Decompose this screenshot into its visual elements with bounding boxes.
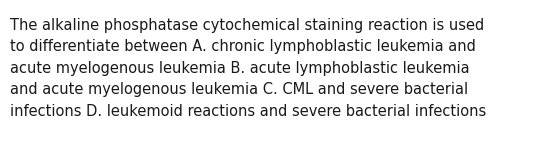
Text: The alkaline phosphatase cytochemical staining reaction is used
to differentiate: The alkaline phosphatase cytochemical st… <box>10 18 486 119</box>
